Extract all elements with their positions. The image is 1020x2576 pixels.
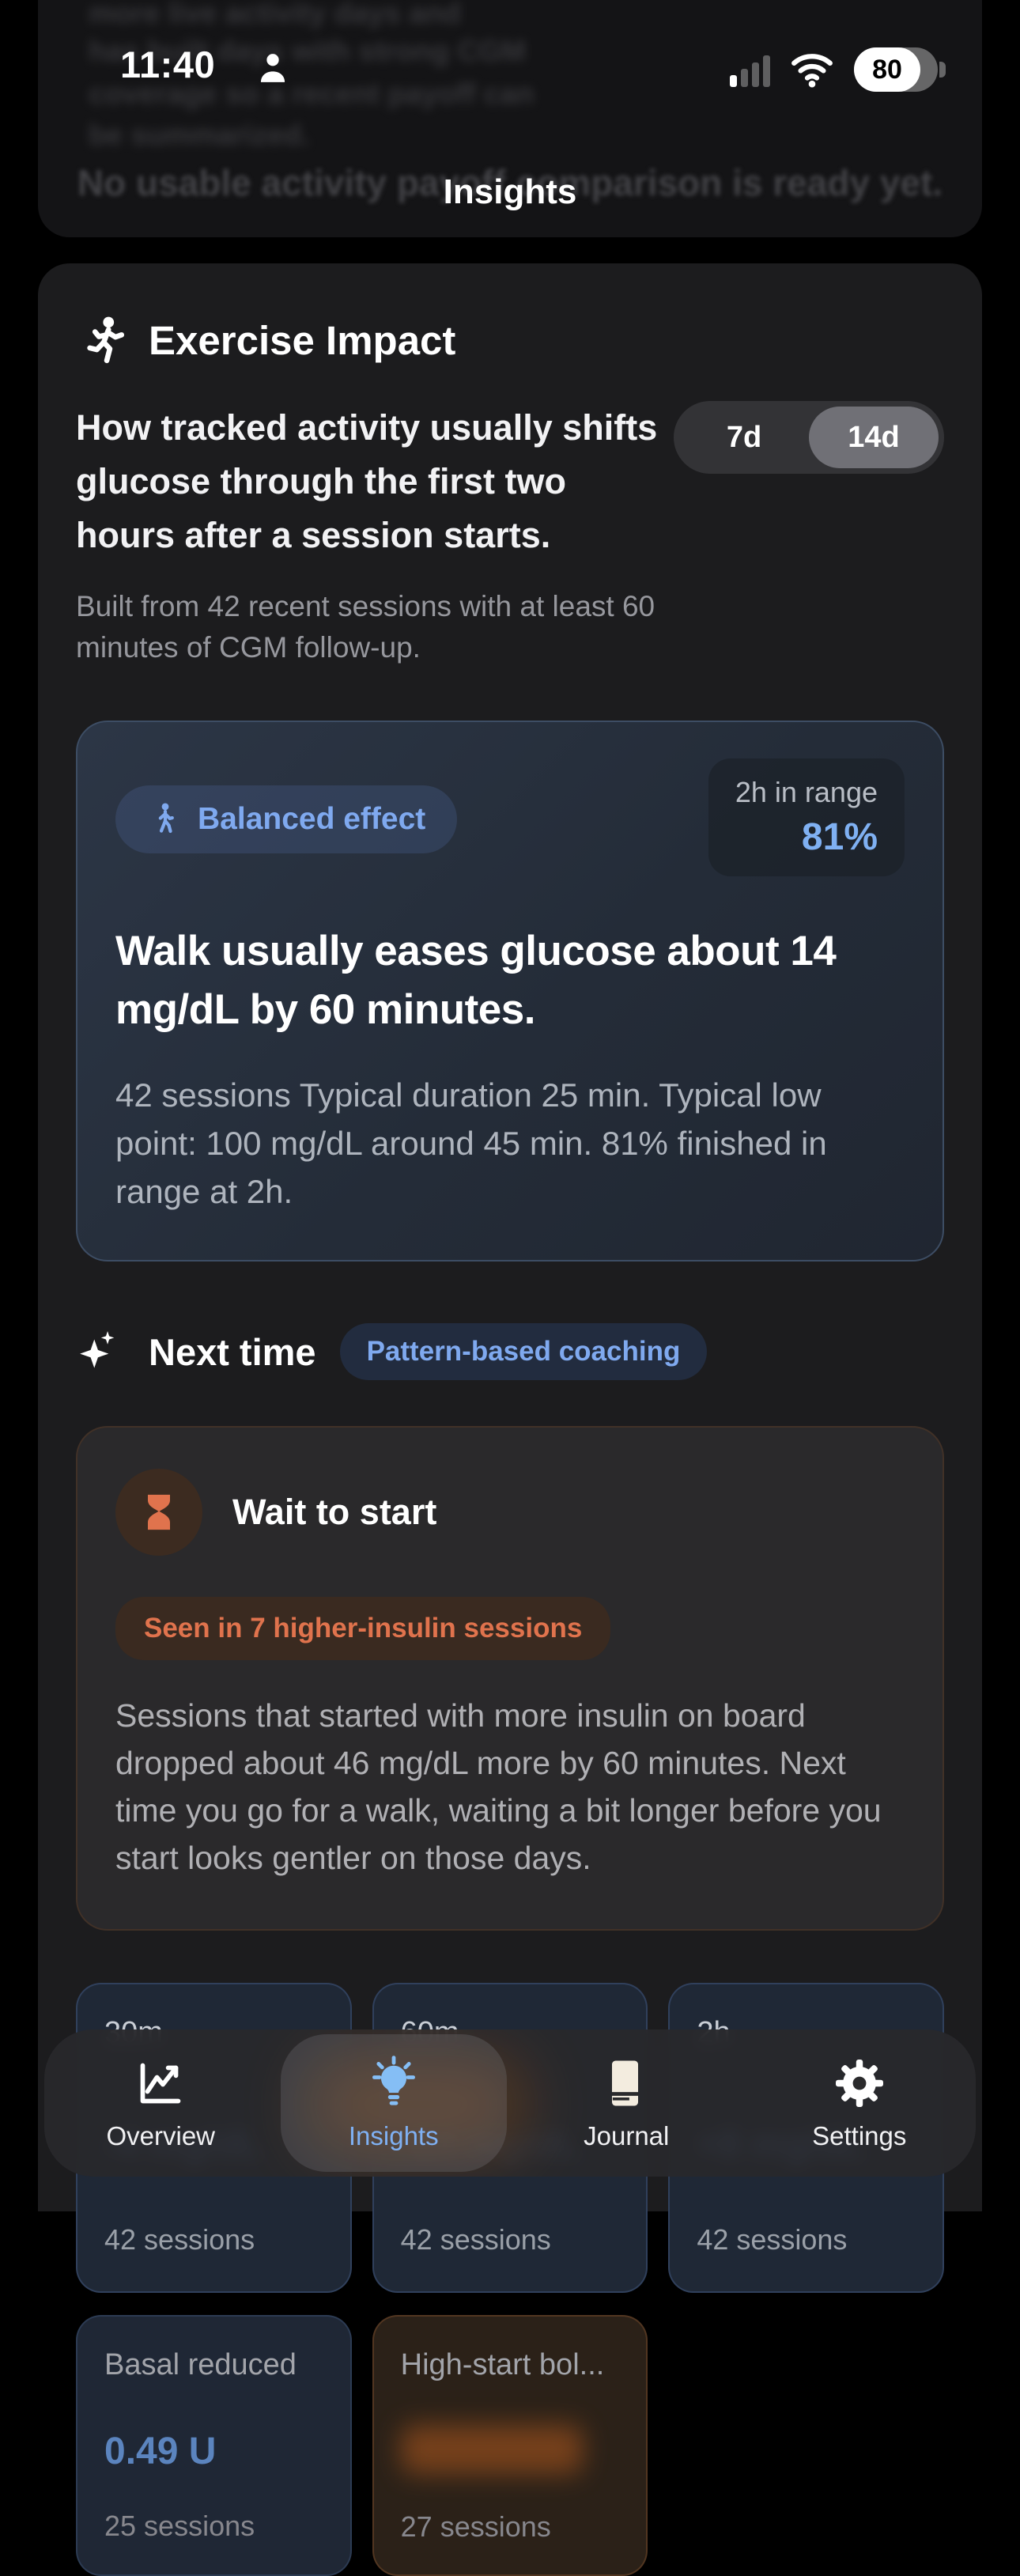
factor-sessions: 25 sessions bbox=[104, 2510, 255, 2542]
section-description: How tracked activity usually shifts gluc… bbox=[76, 407, 658, 555]
runner-icon bbox=[87, 316, 125, 364]
hero-summary-card[interactable]: Balanced effect 2h in range 81% Walk usu… bbox=[76, 721, 944, 1262]
tab-journal[interactable]: Journal bbox=[510, 2029, 743, 2177]
tab-overview[interactable]: Overview bbox=[44, 2029, 278, 2177]
obscured-factor-value bbox=[400, 2425, 583, 2474]
hourglass-icon-circle bbox=[115, 1469, 202, 1556]
range-option-7d[interactable]: 7d bbox=[726, 421, 762, 454]
factor-card-high-start-bolus[interactable]: High-start bol... 27 sessions bbox=[372, 2315, 648, 2576]
blurred-background-text: has built days with strong CGM bbox=[89, 35, 526, 67]
stat-sessions: 42 sessions bbox=[400, 2223, 551, 2256]
coaching-card-title: Wait to start bbox=[232, 1492, 437, 1532]
range-option-14d[interactable]: 14d bbox=[809, 407, 939, 468]
clock: 11:40 bbox=[120, 44, 216, 85]
dimmed-empty-state-text: No usable activity payoff comparison is … bbox=[77, 162, 943, 203]
stat-sessions: 42 sessions bbox=[104, 2223, 255, 2256]
coaching-card-body: Sessions that started with more insulin … bbox=[115, 1697, 882, 1876]
factor-card-basal-reduced[interactable]: Basal reduced 0.49 U 25 sessions bbox=[76, 2315, 352, 2576]
sparkles-icon bbox=[80, 1331, 115, 1368]
blurred-background-text: more live activity days and bbox=[89, 0, 461, 29]
hourglass-icon bbox=[148, 1494, 170, 1530]
tab-label: Overview bbox=[106, 2121, 216, 2150]
exercise-impact-header: Exercise Impact bbox=[76, 314, 944, 366]
page-title: Insights bbox=[443, 172, 577, 211]
section-title: Exercise Impact bbox=[149, 317, 456, 363]
tab-insights[interactable]: Insights bbox=[278, 2029, 511, 2177]
walking-icon bbox=[158, 803, 174, 834]
in-range-metric: 2h in range 81% bbox=[708, 758, 905, 876]
metric-label: 2h in range bbox=[735, 776, 878, 808]
coaching-card[interactable]: Wait to start Seen in 7 higher-insulin s… bbox=[76, 1426, 944, 1931]
wifi-icon bbox=[791, 54, 833, 88]
tab-label: Insights bbox=[348, 2121, 439, 2150]
stat-sessions: 42 sessions bbox=[697, 2223, 848, 2256]
factor-sessions: 27 sessions bbox=[400, 2510, 551, 2543]
hero-headline: Walk usually eases glucose about 14 mg/d… bbox=[115, 928, 837, 1033]
next-time-title: Next time bbox=[149, 1330, 316, 1373]
range-toggle[interactable]: 7d 14d bbox=[674, 401, 944, 474]
effect-badge-label: Balanced effect bbox=[198, 802, 426, 836]
gear-icon bbox=[835, 2060, 883, 2107]
tab-bar: Overview Insights Journal bbox=[44, 2029, 976, 2177]
battery-percent: 80 bbox=[872, 54, 902, 85]
tab-label: Settings bbox=[812, 2121, 907, 2150]
book-icon bbox=[612, 2060, 639, 2106]
blurred-background-text: be summarized. bbox=[89, 119, 310, 151]
cellular-signal-icon bbox=[730, 52, 770, 87]
factor-cards-grid: Basal reduced 0.49 U 25 sessions High-st… bbox=[76, 2315, 944, 2576]
lightbulb-icon bbox=[372, 2056, 415, 2105]
line-chart-icon bbox=[140, 2063, 181, 2104]
tab-settings[interactable]: Settings bbox=[743, 2029, 977, 2177]
tab-label: Journal bbox=[584, 2121, 670, 2150]
insights-sheet: Exercise Impact How tracked activity usu… bbox=[38, 263, 982, 2576]
next-time-header: Next time Pattern-based coaching bbox=[76, 1323, 944, 1380]
effect-badge: Balanced effect bbox=[115, 785, 458, 853]
battery-icon: 80 bbox=[854, 47, 946, 92]
coaching-card-tag: Seen in 7 higher-insulin sessions bbox=[115, 1597, 611, 1660]
factor-label: High-start bol... bbox=[400, 2348, 605, 2381]
metric-value: 81% bbox=[801, 816, 878, 858]
section-subtext: Built from 42 recent sessions with at le… bbox=[76, 590, 655, 664]
person-icon bbox=[251, 47, 294, 90]
dimmed-background-card bbox=[38, 0, 982, 237]
status-bar: 11:40 80 bbox=[0, 41, 1020, 92]
factor-label: Basal reduced bbox=[104, 2348, 297, 2381]
hero-details: 42 sessions Typical duration 25 min. Typ… bbox=[115, 1076, 827, 1210]
coaching-type-badge: Pattern-based coaching bbox=[339, 1323, 708, 1380]
tab-bar-glow bbox=[304, 2053, 527, 2156]
factor-value: 0.49 U bbox=[104, 2430, 217, 2472]
blurred-background-text: coverage so a recent payoff can bbox=[89, 78, 535, 110]
